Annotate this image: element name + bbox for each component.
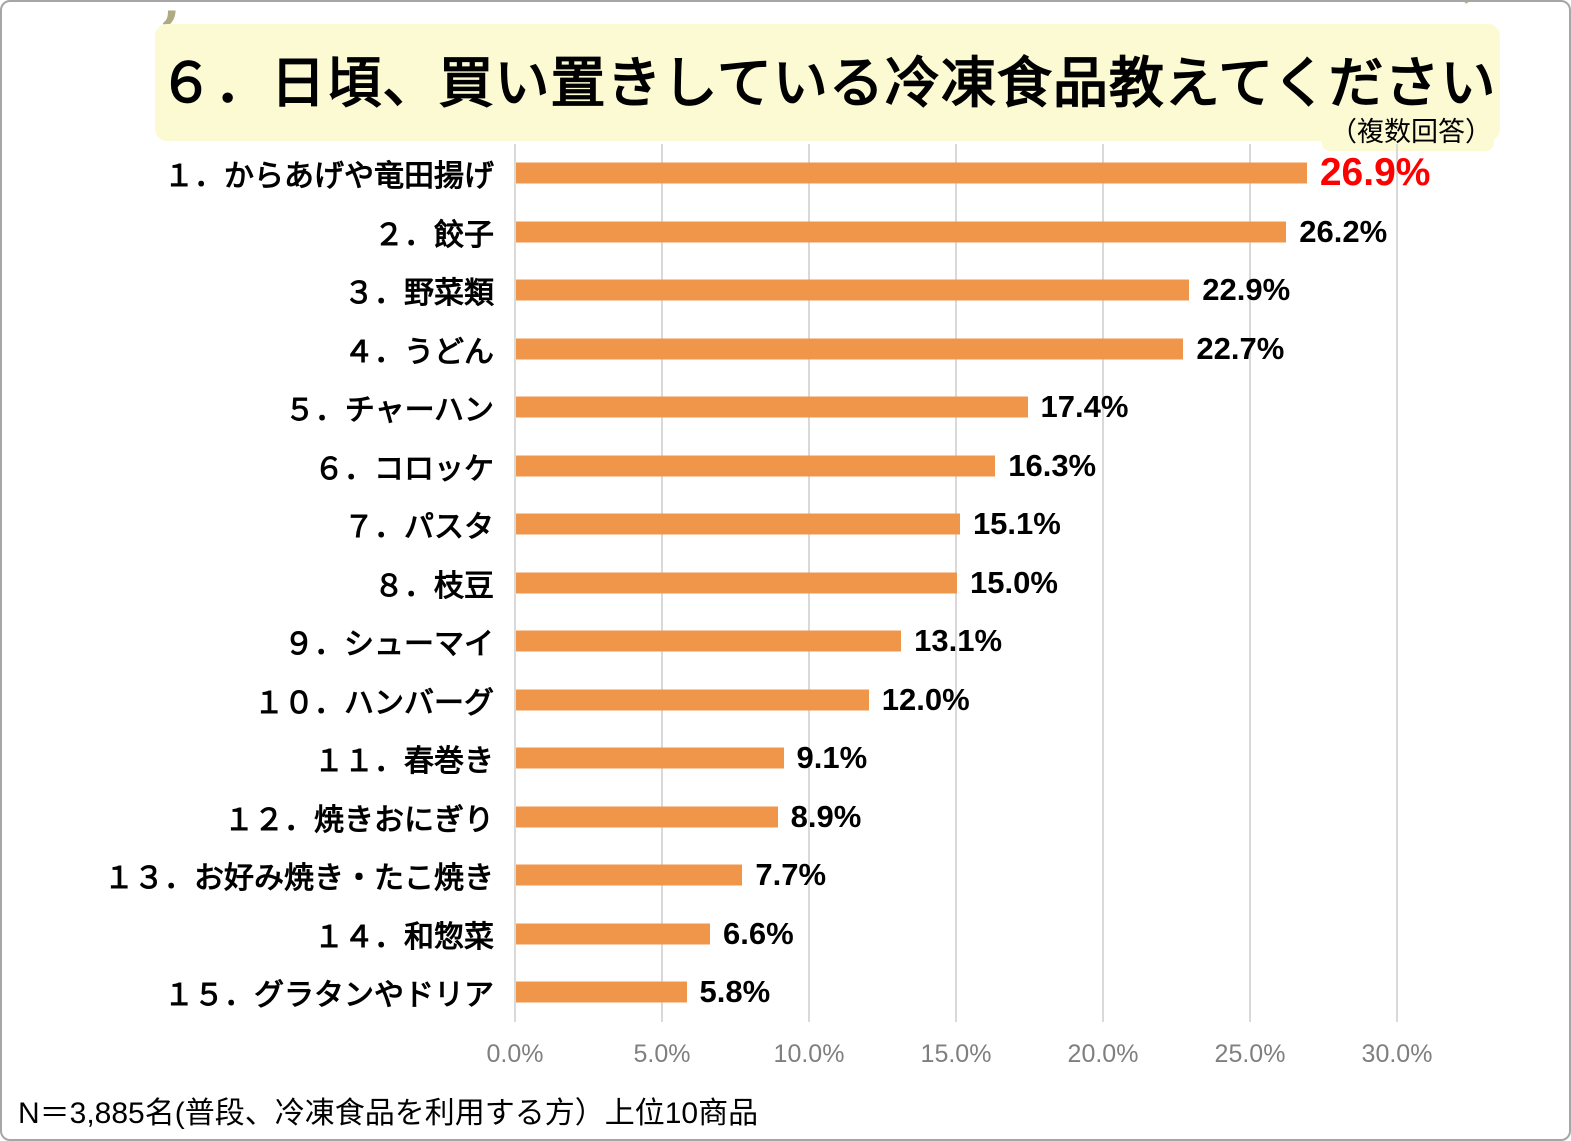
- x-axis-tick-label: 0.0%: [486, 1040, 544, 1068]
- value-label: 15.0%: [970, 564, 1058, 600]
- gridline: [514, 144, 516, 1022]
- sample-size-note: N＝3,885名(普段、冷凍食品を利用する方）上位10商品: [18, 1097, 759, 1130]
- gridline: [1396, 144, 1398, 1022]
- bar: [516, 455, 996, 477]
- category-label: ４．うどん: [344, 335, 494, 369]
- value-label: 9.1%: [796, 740, 868, 776]
- category-label: ６．コロッケ: [314, 452, 494, 486]
- x-axis-tick-label: 5.0%: [633, 1040, 691, 1068]
- x-axis-tick-label: 10.0%: [773, 1040, 845, 1068]
- bar: [516, 572, 957, 594]
- category-label: １４．和惣菜: [314, 920, 494, 954]
- value-label: 22.7%: [1196, 330, 1285, 366]
- value-label: 5.8%: [699, 974, 771, 1010]
- category-label: １２．焼きおにぎり: [224, 803, 494, 837]
- value-label: 6.6%: [723, 915, 794, 951]
- x-axis-tick-label: 15.0%: [920, 1040, 992, 1068]
- value-label: 7.7%: [755, 857, 827, 893]
- bar: [516, 689, 869, 711]
- value-label: 17.4%: [1040, 389, 1129, 425]
- value-label: 22.9%: [1202, 272, 1291, 308]
- gridline: [1102, 144, 1104, 1022]
- value-label: 12.0%: [881, 681, 970, 717]
- category-label: ７．パスタ: [344, 511, 494, 545]
- gridline: [1249, 144, 1251, 1022]
- category-label: １０．ハンバーグ: [254, 686, 494, 720]
- title-band: ６．日頃、買い置きしている冷凍食品教えてください （複数回答）: [155, 24, 1500, 151]
- bar: [516, 923, 711, 945]
- value-label: 16.3%: [1008, 447, 1097, 483]
- category-label: １１．春巻き: [314, 745, 494, 779]
- category-label: ８．枝豆: [374, 569, 494, 603]
- bar: [516, 396, 1028, 418]
- category-label: ５．チャーハン: [284, 394, 494, 428]
- bar: [516, 279, 1190, 301]
- x-axis-tick-label: 25.0%: [1214, 1040, 1286, 1068]
- bar: [516, 162, 1307, 184]
- bar: [516, 806, 778, 828]
- category-label: ９．シューマイ: [284, 628, 494, 662]
- bar: [516, 221, 1287, 243]
- value-label: 8.9%: [790, 798, 862, 834]
- category-label: １５．グラタンやドリア: [164, 979, 494, 1013]
- bar: [516, 981, 687, 1003]
- value-label: 15.1%: [972, 506, 1061, 542]
- value-label: 13.1%: [914, 623, 1003, 659]
- multiple-answer-note: （複数回答）: [1322, 110, 1494, 151]
- bar: [516, 630, 902, 652]
- value-label: 26.9%: [1319, 151, 1431, 195]
- x-axis-tick-label: 30.0%: [1361, 1040, 1433, 1068]
- bar: [516, 864, 743, 886]
- bar: [516, 747, 784, 769]
- page-title: ６．日頃、買い置きしている冷凍食品教えてください: [158, 52, 1497, 114]
- category-label: １．からあげや竜田揚げ: [164, 160, 494, 194]
- bar: [516, 513, 960, 535]
- category-label: １３．お好み焼き・たこ焼き: [104, 862, 494, 896]
- x-axis-tick-label: 20.0%: [1067, 1040, 1139, 1068]
- bar: [516, 338, 1184, 360]
- value-label: 26.2%: [1299, 213, 1388, 249]
- category-label: ３．野菜類: [344, 277, 494, 311]
- category-label: ２．餃子: [374, 218, 494, 252]
